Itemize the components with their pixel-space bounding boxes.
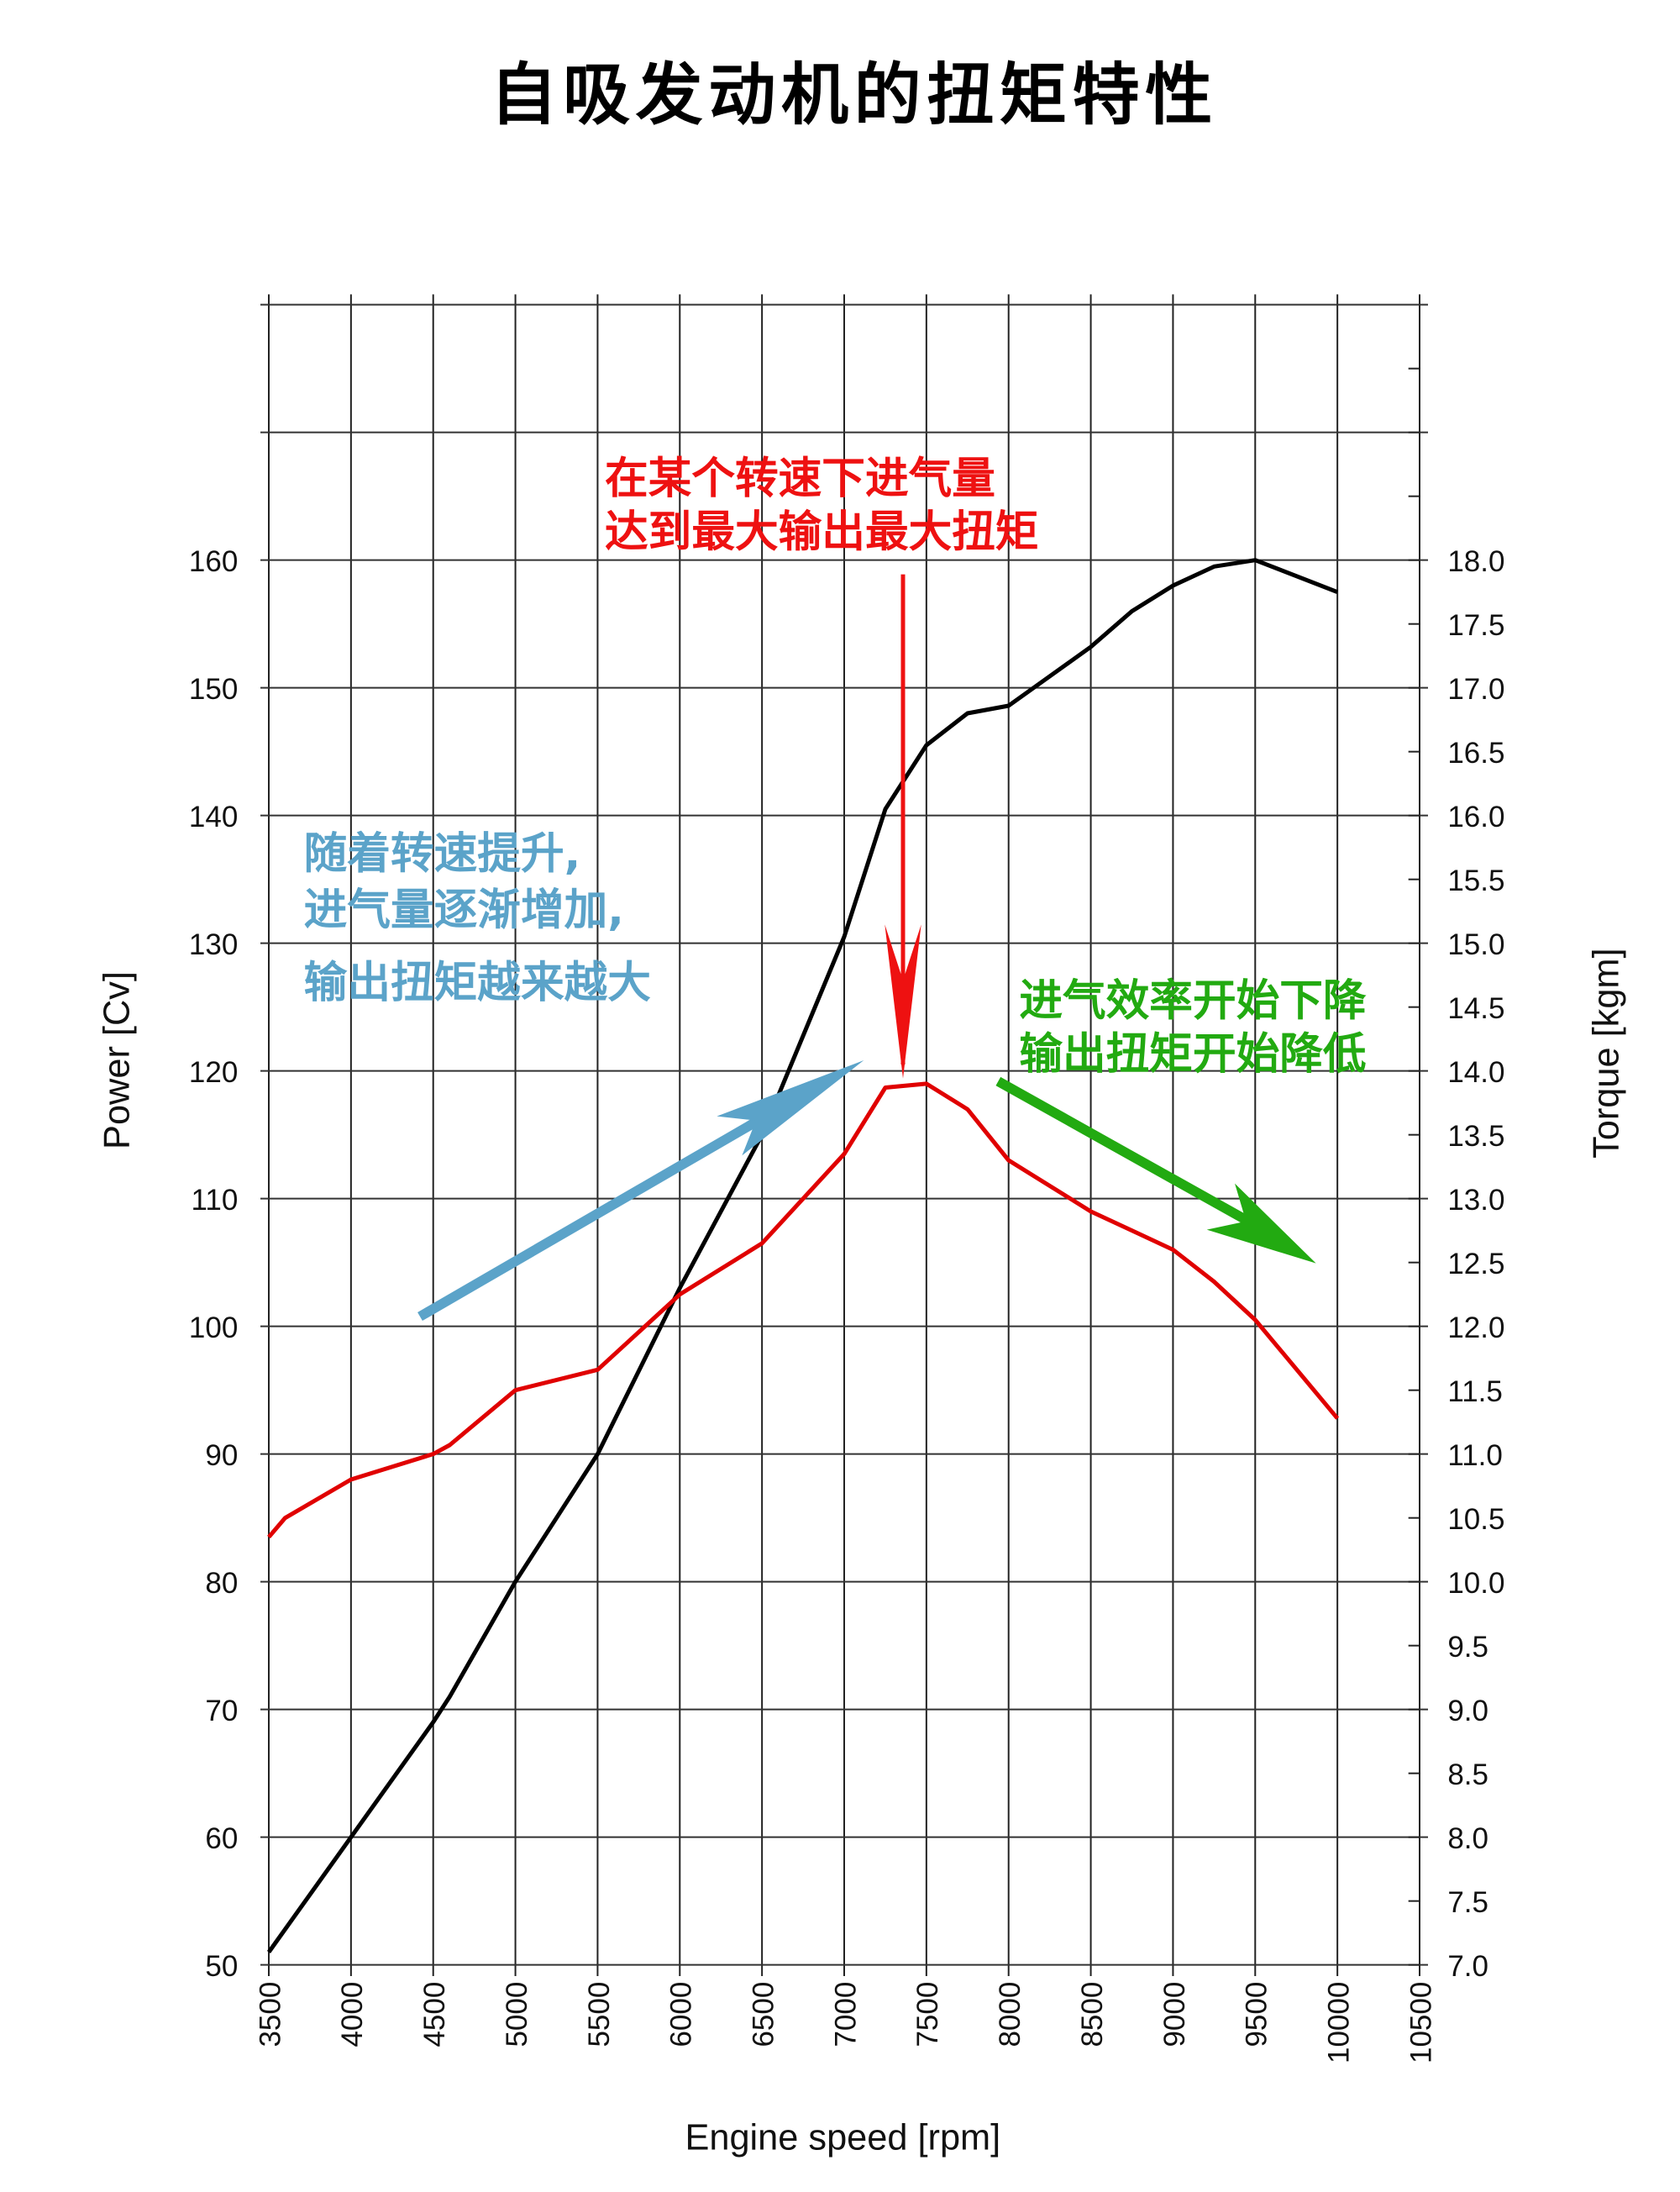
y-tick-label: 80 bbox=[205, 1567, 238, 1600]
x-tick-label: 9000 bbox=[1158, 1982, 1191, 2047]
x-tick-label: 4000 bbox=[336, 1982, 369, 2047]
y-tick-label: 50 bbox=[205, 1950, 238, 1983]
y2-tick-label: 15.5 bbox=[1447, 865, 1504, 897]
x-tick-label: 10500 bbox=[1404, 1982, 1437, 2063]
y2-tick-label: 7.0 bbox=[1447, 1950, 1488, 1983]
x-tick-label: 6000 bbox=[665, 1982, 698, 2047]
y2-tick-label: 10.0 bbox=[1447, 1567, 1504, 1600]
green-arrow-shaft bbox=[995, 1076, 1284, 1244]
x-tick-label: 5000 bbox=[501, 1982, 533, 2047]
x-tick-label: 7000 bbox=[829, 1982, 862, 2047]
chart-title: 自吸发动机的扭矩特性 bbox=[490, 55, 1218, 134]
x-tick-label: 6500 bbox=[747, 1982, 780, 2047]
y2-tick-label: 8.5 bbox=[1447, 1758, 1488, 1791]
green-arrow-head bbox=[1206, 1183, 1316, 1264]
rising-torque-annotation-line: 随着转速提升, bbox=[304, 829, 581, 880]
x-tick-label: 10000 bbox=[1322, 1982, 1355, 2063]
peak-torque-annotation-line: 达到最大输出最大扭矩 bbox=[605, 507, 1039, 557]
grid bbox=[260, 294, 1428, 1977]
y-axis-label: Power [Cv] bbox=[97, 971, 137, 1149]
y-tick-label: 60 bbox=[205, 1822, 238, 1855]
y-tick-label: 140 bbox=[189, 801, 238, 833]
y2-tick-label: 8.0 bbox=[1447, 1822, 1488, 1855]
annotation-arrows bbox=[417, 574, 1316, 1322]
x-tick-label: 7500 bbox=[911, 1982, 944, 2047]
x-axis-label: Engine speed [rpm] bbox=[685, 2118, 1000, 2158]
y-tick-label: 100 bbox=[189, 1312, 238, 1344]
falling-torque-annotation-line: 输出扭矩开始降低 bbox=[1019, 1029, 1366, 1080]
y-tick-label: 130 bbox=[189, 928, 238, 961]
y2-axis-label: Torque [kgm] bbox=[1587, 948, 1627, 1158]
y2-tick-label: 14.5 bbox=[1447, 992, 1504, 1025]
y2-tick-label: 13.0 bbox=[1447, 1184, 1504, 1217]
y2-tick-label: 12.0 bbox=[1447, 1312, 1504, 1344]
y2-tick-label: 18.0 bbox=[1447, 545, 1504, 578]
y-tick-label: 110 bbox=[192, 1184, 239, 1217]
y-tick-label: 150 bbox=[189, 673, 238, 706]
y2-tick-label: 9.0 bbox=[1447, 1695, 1488, 1727]
y2-tick-label: 17.0 bbox=[1447, 673, 1504, 706]
x-tick-label: 8000 bbox=[994, 1982, 1026, 2047]
y2-tick-label: 10.5 bbox=[1447, 1503, 1504, 1536]
blue-arrow-head bbox=[717, 1060, 864, 1156]
y2-tick-label: 7.5 bbox=[1447, 1886, 1488, 1919]
y-tick-label: 90 bbox=[205, 1439, 238, 1472]
x-tick-label: 8500 bbox=[1076, 1982, 1109, 2047]
series-lines bbox=[266, 558, 1340, 1953]
x-tick-label: 3500 bbox=[254, 1982, 286, 2047]
peak-torque-annotation-line: 在某个转速下进气量 bbox=[605, 454, 995, 504]
rising-torque-annotation-line: 输出扭矩越来越大 bbox=[304, 958, 651, 1008]
rising-torque-annotation-line: 进气量逐渐增加, bbox=[304, 885, 624, 935]
y2-tick-label: 16.0 bbox=[1447, 801, 1504, 833]
y2-tick-label: 11.5 bbox=[1447, 1375, 1503, 1408]
y2-tick-label: 14.0 bbox=[1447, 1056, 1504, 1089]
y2-tick-label: 12.5 bbox=[1447, 1248, 1504, 1280]
falling-torque-annotation-line: 进气效率开始下降 bbox=[1019, 976, 1367, 1027]
x-tick-label: 4500 bbox=[418, 1982, 451, 2047]
y-tick-label: 70 bbox=[205, 1695, 238, 1727]
y2-tick-label: 13.5 bbox=[1447, 1120, 1504, 1153]
tick-labels: 50 60 70 80 90 100 110 120 130 140 150 160 7.0 7.5 8.0… bbox=[189, 545, 1505, 2063]
y2-tick-label: 17.5 bbox=[1447, 609, 1504, 642]
y2-tick-label: 15.0 bbox=[1447, 928, 1504, 961]
x-tick-label: 9500 bbox=[1241, 1982, 1273, 2047]
y2-tick-label: 16.5 bbox=[1447, 737, 1504, 770]
y-tick-label: 160 bbox=[189, 545, 238, 578]
x-tick-label: 5500 bbox=[583, 1982, 616, 2047]
red-arrow-head bbox=[885, 924, 921, 1079]
y2-tick-label: 11.0 bbox=[1447, 1439, 1503, 1472]
y-tick-label: 120 bbox=[189, 1056, 238, 1089]
power-line bbox=[266, 558, 1339, 1953]
torque-line bbox=[267, 1081, 1340, 1539]
y2-tick-label: 9.5 bbox=[1447, 1631, 1488, 1664]
